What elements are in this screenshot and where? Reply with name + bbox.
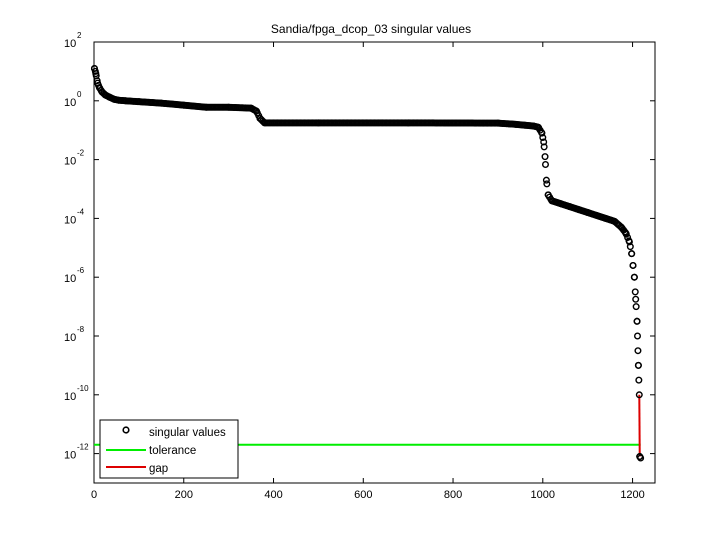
singular-value-point	[404, 119, 412, 127]
y-tick-exponent: -4	[77, 207, 85, 216]
singular-value-point	[626, 243, 634, 251]
y-tick-exponent: -10	[77, 384, 89, 393]
y-tick-label: 10	[64, 97, 76, 109]
singular-value-point	[530, 122, 538, 130]
y-tick-label: 10	[64, 450, 76, 462]
y-tick-label: 10	[64, 156, 76, 168]
y-tick-exponent: 0	[77, 90, 82, 99]
singular-value-point	[634, 361, 642, 369]
singular-value-point	[90, 64, 98, 72]
singular-value-point	[548, 197, 556, 205]
singular-value-point	[256, 114, 264, 122]
singular-value-point	[634, 332, 642, 340]
x-tick-label: 200	[175, 489, 193, 501]
singular-value-point	[494, 119, 502, 127]
x-tick-label: 800	[444, 489, 462, 501]
y-tick-label: 10	[64, 38, 76, 50]
singular-value-point	[635, 391, 643, 399]
singular-value-point	[314, 119, 322, 127]
legend-label-tolerance: tolerance	[149, 445, 196, 457]
singular-value-point	[252, 107, 260, 115]
singular-value-point	[540, 138, 548, 146]
singular-value-point	[625, 238, 633, 246]
x-tick-label: 600	[354, 489, 372, 501]
x-tick-label: 400	[264, 489, 282, 501]
singular-value-point	[110, 95, 118, 103]
x-axis: 0 200 400 600 800 1000 1200	[91, 42, 645, 501]
y-tick-exponent: -12	[77, 443, 89, 452]
singular-value-point	[180, 101, 188, 109]
y-tick-exponent: -8	[77, 325, 85, 334]
singular-value-point	[261, 119, 269, 127]
y-tick-exponent: 2	[77, 31, 82, 40]
singular-value-point	[634, 347, 642, 355]
singular-value-point	[633, 317, 641, 325]
singular-value-point	[611, 217, 619, 225]
legend-marker-singular-values	[122, 426, 130, 434]
singular-value-point	[521, 121, 529, 129]
singular-value-point	[628, 250, 636, 258]
singular-value-point	[121, 97, 129, 105]
singular-value-point	[202, 103, 210, 111]
singular-value-point	[538, 129, 546, 137]
x-tick-label: 0	[91, 489, 97, 501]
x-tick-label: 1000	[531, 489, 555, 501]
series-points	[90, 64, 645, 462]
singular-value-point	[632, 295, 640, 303]
singular-value-point	[630, 273, 638, 281]
singular-value-point	[247, 104, 255, 112]
singular-value-point	[557, 200, 565, 208]
singular-value-point	[544, 191, 552, 199]
singular-value-point	[602, 214, 610, 222]
y-tick-label: 10	[64, 391, 76, 403]
singular-value-point	[593, 211, 601, 219]
y-tick-exponent: -6	[77, 266, 85, 275]
legend: singular values tolerance gap	[99, 419, 239, 479]
singular-value-point	[541, 160, 549, 168]
singular-value-point	[629, 261, 637, 269]
singular-value-point	[622, 229, 630, 237]
singular-value-point	[135, 98, 143, 106]
singular-value-point	[617, 223, 625, 231]
singular-value-point	[632, 303, 640, 311]
y-tick-exponent: -2	[77, 149, 85, 158]
y-tick-label: 10	[64, 273, 76, 285]
singular-value-point	[91, 67, 99, 75]
singular-value-point	[534, 123, 542, 131]
singular-value-point	[635, 376, 643, 384]
x-tick-label: 1200	[620, 489, 644, 501]
legend-label-gap: gap	[149, 463, 168, 475]
singular-value-point	[512, 120, 520, 128]
singular-value-point	[631, 288, 639, 296]
legend-label-singular-values: singular values	[149, 427, 226, 439]
y-tick-label: 10	[64, 332, 76, 344]
plot-area	[93, 41, 656, 484]
singular-value-point	[543, 180, 551, 188]
singular-value-point	[637, 454, 645, 462]
singular-value-point	[539, 134, 547, 142]
singular-value-point	[225, 103, 233, 111]
singular-value-point	[584, 209, 592, 217]
singular-value-point	[157, 99, 165, 107]
singular-value-point	[92, 72, 100, 80]
singular-value-point	[575, 206, 583, 214]
singular-value-point	[566, 203, 574, 211]
singular-value-point	[115, 96, 123, 104]
chart-title: Sandia/fpga_dcop_03 singular values	[271, 22, 471, 36]
y-tick-label: 10	[64, 214, 76, 226]
singular-value-point	[541, 153, 549, 161]
singular-value-point	[542, 176, 550, 184]
